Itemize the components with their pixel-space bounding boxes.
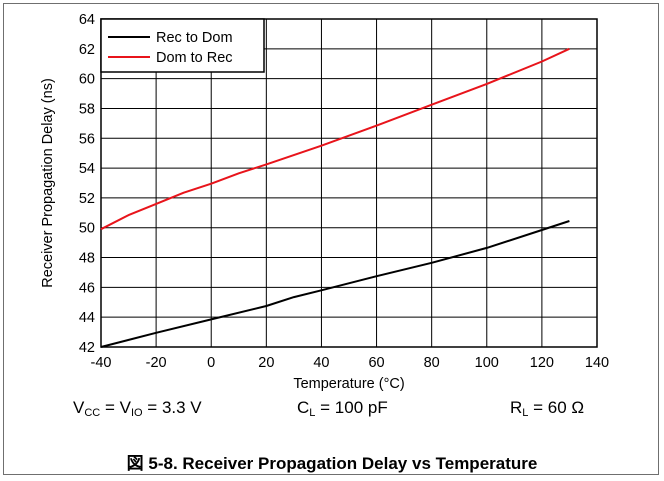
x-tick-label: -20 (146, 355, 167, 371)
y-tick-label: 58 (79, 101, 95, 117)
legend: Rec to Dom Dom to Rec (100, 18, 265, 73)
y-tick-label: 62 (79, 42, 95, 58)
y-tick-labels: 42 44 46 48 50 52 54 56 58 60 62 64 (79, 12, 95, 356)
legend-box (100, 18, 265, 73)
delay-vs-temperature-chart: 42 44 46 48 50 52 54 56 58 60 62 64 -40 -20 0 20 40 60 80… (40, 12, 610, 392)
x-tick-label: 140 (585, 355, 609, 371)
y-tick-label: 56 (79, 131, 95, 147)
x-axis-label: Temperature (°C) (293, 376, 404, 392)
series-lines (100, 47, 570, 348)
vcc-vio-condition: VCC = VIO = 3.3 V (73, 398, 202, 419)
load-capacitance-condition: CL = 100 pF (297, 398, 388, 419)
y-tick-label: 52 (79, 191, 95, 207)
y-tick-label: 42 (79, 340, 95, 356)
y-tick-label: 54 (79, 161, 95, 177)
x-tick-label: 120 (530, 355, 554, 371)
x-tick-label: 20 (258, 355, 274, 371)
x-tick-label: 100 (475, 355, 499, 371)
load-resistance-condition: RL = 60 Ω (510, 398, 585, 419)
figure-frame (3, 3, 659, 475)
x-tick-label: -40 (91, 355, 112, 371)
legend-label: Rec to Dom (156, 30, 233, 46)
x-tick-labels: -40 -20 0 20 40 60 80 100 120 140 (91, 355, 610, 371)
x-tick-label: 40 (313, 355, 329, 371)
legend-label: Dom to Rec (156, 50, 233, 66)
y-axis-label: Receiver Propagation Delay (ns) (40, 78, 56, 288)
y-tick-label: 48 (79, 251, 95, 267)
series-line-rec-to-dom (100, 220, 570, 348)
x-tick-label: 60 (368, 355, 384, 371)
y-tick-label: 64 (79, 12, 95, 28)
y-tick-label: 46 (79, 280, 95, 296)
plot-area-border (100, 18, 598, 348)
figure-caption: 図 5-8. Receiver Propagation Delay vs Tem… (126, 454, 538, 473)
y-tick-label: 50 (79, 221, 95, 237)
series-line-dom-to-rec (100, 47, 570, 231)
x-tick-label: 80 (424, 355, 440, 371)
y-tick-label: 60 (79, 72, 95, 88)
y-tick-label: 44 (79, 310, 95, 326)
x-tick-label: 0 (207, 355, 215, 371)
